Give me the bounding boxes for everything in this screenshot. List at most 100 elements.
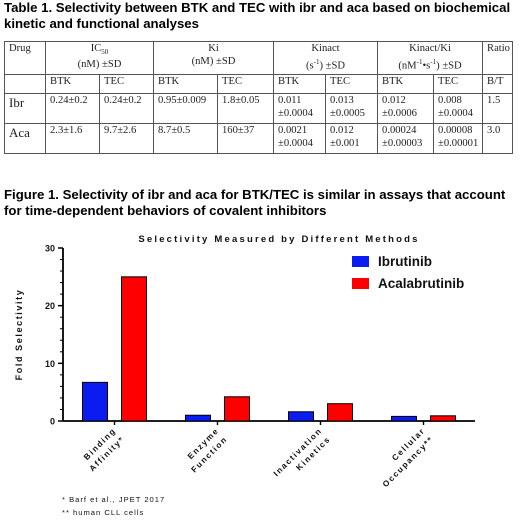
cell-line-2: ±0.001 bbox=[330, 137, 360, 149]
kinact-ki-name: Kinact/Ki bbox=[409, 43, 451, 54]
ki-name: Ki bbox=[208, 43, 219, 54]
cell-line-1: 0.00024 bbox=[382, 125, 417, 136]
bar-ibrutinib-0 bbox=[82, 381, 108, 422]
kk-tec-cell: 0.00008 ±0.00001 bbox=[433, 123, 484, 154]
x-tick-label: EnzymeFunction bbox=[181, 426, 230, 474]
figure-title: Figure 1. Selectivity of ibr and aca for… bbox=[4, 187, 506, 218]
kinact-unit-main: (s bbox=[305, 60, 314, 72]
y-tick-label: 0 bbox=[50, 417, 55, 427]
kk-unit-sup1: -1 bbox=[416, 57, 423, 66]
kk-unit-c: ) ±SD bbox=[436, 60, 462, 72]
selectivity-bar-chart: Selectivity Measured by Different Method… bbox=[14, 234, 475, 489]
cell-line-1: 0.012 bbox=[330, 125, 354, 136]
sub-ki-btk: BTK bbox=[153, 74, 218, 94]
cell-line-2: ±0.00001 bbox=[438, 137, 479, 149]
drug-cell: Ibr bbox=[4, 93, 46, 124]
drug-cell: Aca bbox=[4, 123, 46, 154]
ki-header: Ki (nM) ±SD bbox=[153, 41, 274, 75]
sub-ki-tec: TEC bbox=[217, 74, 274, 94]
ratio-cell: 3.0 bbox=[482, 123, 514, 154]
y-axis-label: Fold Selectivity bbox=[14, 289, 24, 381]
ic50-unit: (nM) ±SD bbox=[77, 58, 122, 70]
cell-line-1: 0.013 bbox=[330, 95, 354, 106]
y-tick-label: 20 bbox=[45, 301, 55, 311]
sub-ratio: B/T bbox=[482, 74, 514, 94]
x-tick-label: InactivationKinetics bbox=[272, 426, 333, 487]
legend-label-ibrutinib: Ibrutinib bbox=[378, 254, 432, 269]
legend-swatch-ibrutinib bbox=[352, 256, 369, 267]
ic50-btk-cell: 2.3±1.6 bbox=[45, 123, 100, 154]
ki-tec-cell: 160±37 bbox=[217, 123, 274, 154]
ic50-tec-cell: 0.24±0.2 bbox=[99, 93, 154, 124]
kk-btk-cell: 0.012 ±0.0006 bbox=[377, 93, 435, 124]
table-row: Aca 2.3±1.6 9.7±2.6 8.7±0.5 160±37 0.002… bbox=[4, 123, 514, 154]
cell-line-1: 0.0021 bbox=[278, 125, 308, 136]
y-tick-label: 30 bbox=[45, 244, 55, 254]
bar-ibrutinib-2 bbox=[288, 411, 314, 422]
table-title: Table 1. Selectivity between BTK and TEC… bbox=[4, 0, 511, 31]
table-subheader-row: BTK TEC BTK TEC BTK TEC BTK TEC B/T bbox=[4, 74, 514, 94]
cell-line-2: ±0.0005 bbox=[330, 107, 365, 119]
y-tick-label: 10 bbox=[45, 359, 55, 369]
sub-kk-btk: BTK bbox=[377, 74, 435, 94]
sub-ic50-tec: TEC bbox=[99, 74, 154, 94]
ratio-header: Ratio bbox=[482, 41, 514, 75]
bar-acalabrutinib-2 bbox=[327, 403, 353, 422]
ratio-cell: 1.5 bbox=[482, 93, 514, 124]
kk-unit-sup2: -1 bbox=[430, 57, 437, 66]
cell-line-1: 0.00008 bbox=[438, 125, 473, 136]
sub-kinact-tec: TEC bbox=[324, 74, 379, 94]
kinact-tec-cell: 0.012 ±0.001 bbox=[324, 123, 379, 154]
selectivity-table: Drug IC50 (nM) ±SD Ki (nM) ±SD Kinact (s… bbox=[4, 41, 514, 154]
ic50-btk-cell: 0.24±0.2 bbox=[45, 93, 100, 124]
kinact-tec-cell: 0.013 ±0.0005 bbox=[324, 93, 379, 124]
bar-ibrutinib-1 bbox=[185, 414, 211, 422]
drug-header: Drug bbox=[4, 41, 46, 75]
ki-unit: (nM) ±SD bbox=[191, 55, 236, 67]
cell-line-2: ±0.0004 bbox=[278, 137, 313, 149]
kinact-btk-cell: 0.011 ±0.0004 bbox=[273, 93, 326, 124]
x-tick-label-text: EnzymeFunction bbox=[181, 426, 229, 474]
kinact-name: Kinact bbox=[311, 43, 340, 54]
legend-label-acalabrutinib: Acalabrutinib bbox=[378, 276, 464, 291]
cell-line-1: 0.008 bbox=[438, 95, 462, 106]
x-tick-label: BindingAffinity* bbox=[79, 426, 126, 473]
cell-line-2: ±0.00003 bbox=[382, 137, 423, 149]
kinact-unit-sup: -1 bbox=[313, 57, 320, 66]
kk-unit-a: (nM bbox=[398, 60, 417, 72]
footnote-cll: ** human CLL cells bbox=[62, 508, 145, 517]
x-tick-label: CellularOccupancy** bbox=[372, 426, 436, 489]
sub-kk-tec: TEC bbox=[433, 74, 484, 94]
sub-kinact-btk: BTK bbox=[273, 74, 326, 94]
ic50-tec-cell: 9.7±2.6 bbox=[99, 123, 154, 154]
kk-btk-cell: 0.00024 ±0.00003 bbox=[377, 123, 435, 154]
chart-title: Selectivity Measured by Different Method… bbox=[138, 234, 419, 245]
bar-ibrutinib-3 bbox=[391, 415, 417, 422]
footnote-reference: * Barf et al., JPET 2017 bbox=[62, 495, 166, 504]
bar-acalabrutinib-0 bbox=[121, 276, 147, 422]
bar-acalabrutinib-1 bbox=[224, 396, 250, 422]
x-tick-label-text: CellularOccupancy** bbox=[372, 426, 435, 489]
cell-line-2: ±0.0004 bbox=[438, 107, 473, 119]
kinact-unit-tail: ) ±SD bbox=[319, 60, 346, 72]
ki-tec-cell: 1.8±0.05 bbox=[217, 93, 274, 124]
kk-unit-b: •s bbox=[422, 60, 431, 72]
ki-btk-cell: 8.7±0.5 bbox=[153, 123, 218, 154]
ic50-name: IC bbox=[90, 43, 102, 54]
table-header-row: Drug IC50 (nM) ±SD Ki (nM) ±SD Kinact (s… bbox=[4, 41, 514, 75]
x-tick-label-text: InactivationKinetics bbox=[272, 426, 333, 487]
ic50-header: IC50 (nM) ±SD bbox=[45, 41, 154, 75]
kk-tec-cell: 0.008 ±0.0004 bbox=[433, 93, 484, 124]
sub-ic50-btk: BTK bbox=[45, 74, 100, 94]
sub-empty-cell bbox=[4, 74, 46, 94]
cell-line-1: 0.012 bbox=[382, 95, 406, 106]
kinact-ki-header: Kinact/Ki (nM-1•s-1) ±SD bbox=[377, 41, 484, 75]
cell-line-2: ±0.0004 bbox=[278, 107, 313, 119]
ic50-subscript: 50 bbox=[101, 48, 109, 57]
kinact-btk-cell: 0.0021 ±0.0004 bbox=[273, 123, 326, 154]
kinact-header: Kinact (s-1) ±SD bbox=[272, 41, 379, 75]
bar-acalabrutinib-3 bbox=[430, 415, 456, 422]
x-tick-label-text: BindingAffinity* bbox=[79, 426, 126, 473]
ki-btk-cell: 0.95±0.009 bbox=[153, 93, 218, 124]
table-row: Ibr 0.24±0.2 0.24±0.2 0.95±0.009 1.8±0.0… bbox=[4, 93, 514, 124]
